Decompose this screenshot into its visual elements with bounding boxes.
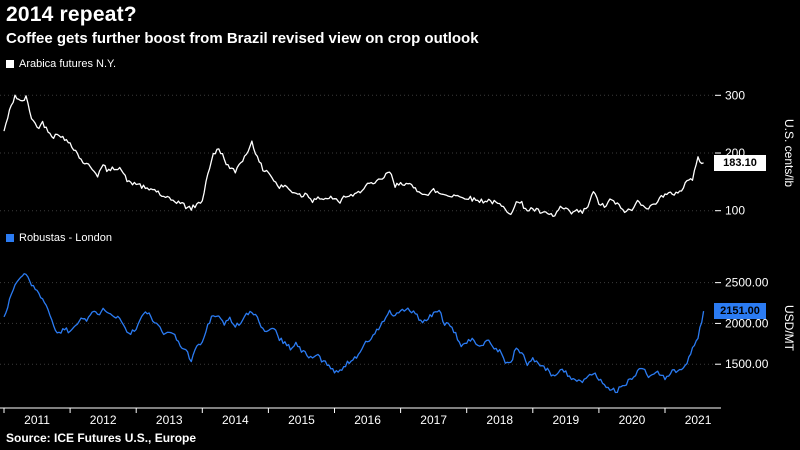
x-axis-label: 2014 xyxy=(222,413,249,427)
bottom-y-axis-title: USD/MT xyxy=(782,304,796,351)
x-axis-label: 2015 xyxy=(288,413,315,427)
legend-arabica-label: Arabica futures N.Y. xyxy=(19,58,117,70)
x-axis-label: 2021 xyxy=(685,413,712,427)
y-axis-label: 100 xyxy=(725,204,745,218)
x-axis-label: 2020 xyxy=(619,413,646,427)
robusta-swatch-icon xyxy=(6,234,14,242)
robusta-last-price-badge: 2151.00 xyxy=(714,303,766,319)
price-line-arabica xyxy=(3,94,704,218)
x-axis-label: 2013 xyxy=(156,413,183,427)
chart-subtitle: Coffee gets further boost from Brazil re… xyxy=(6,30,479,47)
legend-arabica: Arabica futures N.Y. xyxy=(6,58,116,70)
x-axis-label: 2019 xyxy=(552,413,579,427)
legend-robusta: Robustas - London xyxy=(6,232,112,244)
y-axis-label: 1500.00 xyxy=(725,357,769,371)
x-axis-label: 2012 xyxy=(90,413,117,427)
x-axis-label: 2016 xyxy=(354,413,381,427)
x-axis-label: 2017 xyxy=(420,413,447,427)
legend-robusta-label: Robustas - London xyxy=(19,232,112,244)
y-axis-label: 300 xyxy=(725,88,745,102)
source-note: Source: ICE Futures U.S., Europe xyxy=(6,431,197,445)
y-axis-label: 2000.00 xyxy=(725,316,769,330)
price-line-robusta xyxy=(3,273,705,394)
x-axis-label: 2018 xyxy=(486,413,513,427)
arabica-last-price-badge: 183.10 xyxy=(714,155,766,171)
top-y-axis-title: U.S. cents/lb xyxy=(782,118,796,188)
y-axis-label: 2500.00 xyxy=(725,276,769,290)
chart-title: 2014 repeat? xyxy=(6,3,137,26)
arabica-swatch-icon xyxy=(6,60,14,68)
x-axis-label: 2011 xyxy=(24,413,50,427)
